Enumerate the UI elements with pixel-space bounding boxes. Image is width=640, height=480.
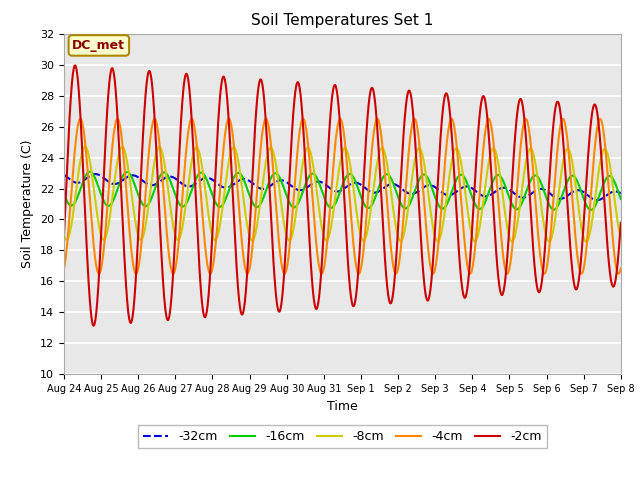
-8cm xyxy=(617,235,625,240)
-16cm xyxy=(157,172,164,178)
-4cm xyxy=(606,205,614,211)
-32cm xyxy=(157,178,164,184)
-2cm xyxy=(157,241,164,247)
-4cm xyxy=(60,265,68,271)
-8cm xyxy=(60,232,68,238)
-4cm xyxy=(274,227,282,232)
-2cm xyxy=(617,220,625,226)
Text: DC_met: DC_met xyxy=(72,39,125,52)
-16cm xyxy=(617,196,625,202)
-32cm xyxy=(298,187,306,193)
-32cm xyxy=(274,178,282,184)
-32cm xyxy=(593,197,601,203)
-32cm xyxy=(606,190,614,196)
-16cm xyxy=(274,172,282,178)
-4cm xyxy=(298,117,306,123)
-4cm xyxy=(188,116,196,122)
-16cm xyxy=(298,192,306,197)
-2cm xyxy=(298,108,306,113)
-4cm xyxy=(124,203,131,209)
-8cm xyxy=(124,163,132,168)
-4cm xyxy=(157,152,164,157)
-2cm xyxy=(124,306,132,312)
-8cm xyxy=(606,165,614,170)
Line: -4cm: -4cm xyxy=(64,119,621,274)
-32cm xyxy=(92,171,99,177)
Line: -16cm: -16cm xyxy=(64,172,621,210)
-8cm xyxy=(582,239,590,245)
-2cm xyxy=(606,272,614,278)
-32cm xyxy=(617,191,625,196)
Line: -2cm: -2cm xyxy=(64,65,621,326)
Title: Soil Temperatures Set 1: Soil Temperatures Set 1 xyxy=(252,13,433,28)
-2cm xyxy=(547,163,554,169)
-32cm xyxy=(124,174,132,180)
-16cm xyxy=(124,169,132,175)
-8cm xyxy=(274,174,282,180)
-4cm xyxy=(617,265,625,271)
-4cm xyxy=(547,236,554,241)
Y-axis label: Soil Temperature (C): Soil Temperature (C) xyxy=(22,140,35,268)
-8cm xyxy=(157,145,164,151)
-2cm xyxy=(71,62,79,68)
-8cm xyxy=(546,238,554,244)
-2cm xyxy=(60,232,68,238)
X-axis label: Time: Time xyxy=(327,400,358,413)
-2cm xyxy=(274,306,282,312)
-4cm xyxy=(170,271,177,276)
-16cm xyxy=(86,169,93,175)
Line: -32cm: -32cm xyxy=(64,174,621,200)
-16cm xyxy=(606,173,614,179)
-32cm xyxy=(546,191,554,196)
-16cm xyxy=(60,192,68,197)
-16cm xyxy=(587,207,595,213)
-8cm xyxy=(81,144,89,150)
-2cm xyxy=(90,323,97,329)
Line: -8cm: -8cm xyxy=(64,147,621,242)
-16cm xyxy=(546,204,554,209)
-8cm xyxy=(298,167,306,172)
Legend: -32cm, -16cm, -8cm, -4cm, -2cm: -32cm, -16cm, -8cm, -4cm, -2cm xyxy=(138,425,547,448)
-32cm xyxy=(60,172,68,178)
